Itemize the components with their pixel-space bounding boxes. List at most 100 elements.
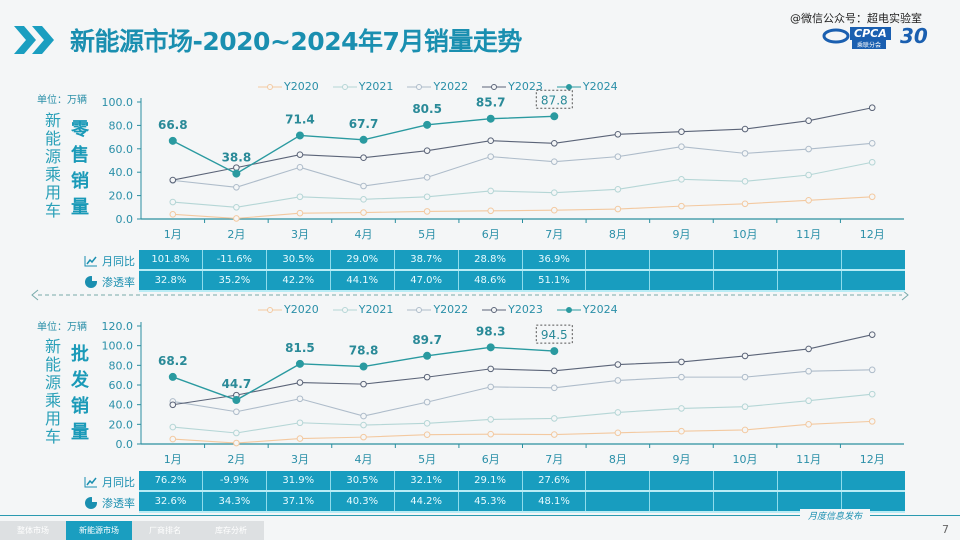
table-cell: [586, 271, 651, 290]
x-tick-label: 7月: [545, 453, 563, 466]
data-point-y2021: [169, 423, 177, 431]
data-point-y2022: [233, 408, 240, 416]
series-line-y2020: [172, 420, 873, 444]
table-cell: [842, 471, 905, 490]
x-tick-label: 2月: [227, 228, 245, 241]
footer-tab-inventory[interactable]: 库存分析: [198, 521, 264, 540]
data-point-y2024: [359, 135, 368, 144]
x-tick-label: 6月: [482, 228, 500, 241]
legend-item-y2020: Y2020: [258, 303, 319, 316]
data-point-y2021: [487, 416, 495, 423]
x-tick-label: 5月: [418, 228, 436, 241]
row-label-text: 渗透率: [102, 276, 135, 289]
series-line-y2023: [172, 107, 873, 181]
chevron-logo-icon: [14, 26, 54, 54]
data-point-y2020: [868, 193, 876, 201]
x-tick-label: 8月: [609, 453, 627, 466]
table-cell: 29.1%: [459, 471, 523, 490]
wholesale-table-row: 32.6% 34.3% 37.1% 40.3% 44.2% 45.3% 48.1%: [139, 492, 905, 513]
data-point-y2022: [550, 384, 558, 392]
table-cell: 101.8%: [139, 250, 203, 269]
data-point-y2022: [296, 395, 304, 403]
data-point-y2024: [486, 343, 495, 352]
table-cell: [842, 271, 905, 290]
table-cell: 44.1%: [331, 271, 395, 290]
footer-tab-nev-market[interactable]: 新能源市场: [66, 521, 132, 540]
data-label-y2024: 71.4: [285, 112, 315, 126]
retail-table-row: 32.8% 35.2% 42.2% 44.1% 47.0% 48.6% 51.1%: [139, 271, 905, 292]
data-label-y2024: 68.2: [158, 354, 188, 368]
table-cell: 76.2%: [139, 471, 203, 490]
y-tick-label: 60.0: [109, 379, 134, 392]
footer-tab-maker-ranking[interactable]: 厂商排名: [132, 521, 198, 540]
data-point-y2023: [296, 151, 304, 158]
data-point-y2020: [360, 433, 367, 441]
data-point-y2023: [360, 380, 367, 388]
data-point-y2022: [550, 158, 558, 165]
data-point-y2023: [423, 147, 431, 154]
x-tick-label: 3月: [291, 453, 309, 466]
data-point-y2020: [741, 200, 749, 208]
table-cell: 30.5%: [331, 471, 395, 490]
legend-label: Y2024: [582, 80, 618, 93]
data-point-y2022: [805, 367, 812, 375]
x-tick-label: 10月: [733, 228, 758, 241]
table-cell: [714, 271, 779, 290]
data-point-y2020: [614, 205, 622, 213]
legend-label: Y2020: [284, 303, 319, 316]
x-tick-label: 10月: [733, 453, 758, 466]
wholesale-legend: Y2020 Y2021 Y2022 Y2023 Y2024: [258, 303, 618, 316]
data-label-y2024: 78.8: [349, 344, 379, 358]
legend-marker-icon: [332, 83, 357, 90]
data-point-y2021: [868, 390, 876, 398]
data-point-y2021: [487, 187, 495, 195]
legend-label: Y2021: [358, 80, 394, 93]
legend-item-y2023: Y2023: [482, 80, 543, 93]
table-cell: [778, 250, 843, 269]
pie-chart-icon: [85, 496, 98, 509]
data-point-y2024: [423, 120, 432, 129]
data-label-y2024: 38.8: [222, 151, 252, 165]
data-point-y2021: [614, 409, 622, 416]
data-point-y2021: [233, 204, 240, 211]
data-point-y2021: [805, 397, 812, 405]
line-chart-icon: [84, 256, 97, 267]
data-point-y2023: [614, 361, 622, 368]
highlight-box: [535, 324, 573, 344]
x-tick-label: 2月: [227, 453, 245, 466]
wholesale-unit-label: 单位：万辆: [37, 322, 87, 333]
table-cell: 30.5%: [267, 250, 331, 269]
legend-label: Y2023: [508, 303, 543, 316]
x-tick-label: 4月: [355, 228, 373, 241]
legend-marker-icon: [332, 306, 357, 313]
data-point-y2024: [423, 351, 432, 360]
wholesale-line-chart: 0.0 20.0 40.0 60.0 80.0 100.0 120.0 1月 2月 3月 4月 5月 6…: [102, 320, 904, 466]
data-point-y2021: [296, 193, 304, 201]
x-tick-label: 3月: [291, 228, 309, 241]
wholesale-table-row: 76.2% -9.9% 31.9% 30.5% 32.1% 29.1% 27.6%: [139, 471, 905, 492]
y-tick-label: 100.0: [102, 96, 134, 109]
data-point-y2024: [550, 347, 559, 356]
row-label-text: 月同比: [102, 255, 135, 268]
table-cell: 51.1%: [523, 271, 587, 290]
footer-divider: [0, 515, 960, 516]
wholesale-row-label: 渗透率: [84, 495, 135, 511]
data-point-y2023: [169, 176, 177, 184]
data-point-y2020: [169, 435, 177, 443]
table-cell: [714, 492, 779, 511]
anniversary-logo: 30: [900, 24, 928, 48]
data-point-y2021: [360, 196, 367, 203]
legend-item-y2021: Y2021: [332, 80, 394, 93]
data-label-y2024: 44.7: [222, 377, 252, 391]
cpca-logo-subtext: 乘联分会: [852, 40, 887, 49]
data-point-y2024: [486, 114, 495, 123]
table-cell: [650, 492, 715, 511]
data-label-y2024: 67.7: [349, 117, 379, 131]
publish-label: 月度信息发布: [800, 509, 871, 522]
series-line-y2022: [172, 142, 873, 188]
data-point-y2022: [487, 383, 495, 391]
footer-tab-overall-market[interactable]: 整体市场: [0, 521, 66, 540]
page-title: 新能源市场-2020~2024年7月销量走势: [70, 27, 522, 56]
cpca-swirl-icon: [822, 28, 850, 44]
table-cell: 45.3%: [459, 492, 523, 511]
